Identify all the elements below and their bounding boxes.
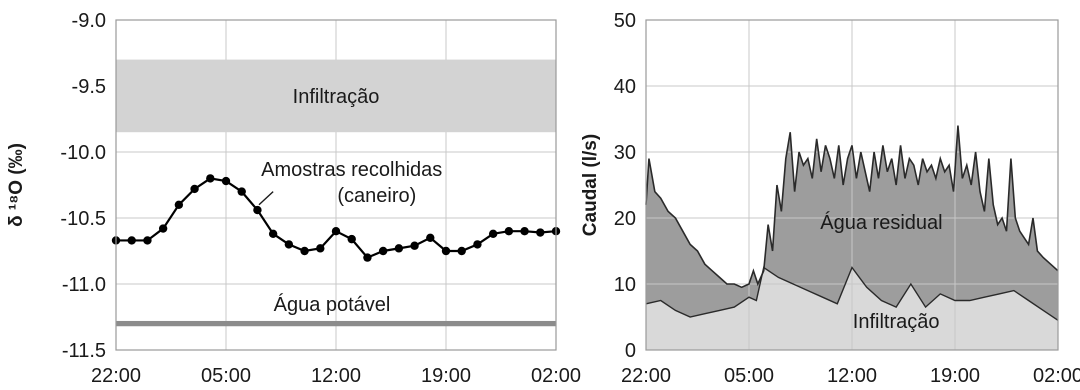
y-tick-label: 10 — [614, 274, 636, 296]
data-point — [394, 244, 404, 253]
right-chart-x-ticks: 22:00 05:00 12:00 19:00 02:00 — [621, 365, 1080, 387]
y-tick-label: -9.0 — [72, 10, 106, 32]
data-point — [331, 227, 341, 236]
data-point — [520, 227, 529, 236]
x-tick-label: 05:00 — [201, 365, 251, 387]
data-point — [536, 228, 545, 237]
annotation-caneiro: (caneiro) — [337, 185, 416, 207]
y-tick-label: -10.0 — [60, 142, 106, 164]
data-point — [237, 187, 246, 196]
data-point — [206, 174, 215, 183]
band-label-agua-potavel: Água potável — [274, 293, 391, 316]
right-chart-grid — [646, 20, 1058, 350]
left-chart-frame — [115, 19, 557, 351]
band-agua-potavel — [116, 320, 556, 327]
x-tick-label: 19:00 — [930, 365, 980, 387]
x-tick-label: 05:00 — [724, 365, 774, 387]
data-point — [174, 200, 184, 209]
data-point — [457, 246, 466, 256]
data-point — [284, 240, 294, 249]
x-tick-label: 22:00 — [91, 365, 141, 387]
annotation-amostras: Amostras recolhidas — [261, 159, 442, 181]
y-tick-label: -10.5 — [60, 208, 106, 230]
y-tick-label: 40 — [614, 76, 636, 98]
data-point — [221, 176, 231, 186]
left-chart-x-ticks: 22:00 05:00 12:00 19:00 02:00 — [91, 365, 581, 387]
right-chart-y-ticks: 0 10 20 30 40 50 — [614, 10, 636, 362]
y-tick-label: -11.0 — [62, 274, 106, 296]
data-point — [190, 184, 199, 194]
x-tick-label: 22:00 — [621, 365, 671, 387]
left-chart-series — [111, 174, 561, 262]
left-chart-y-label: δ ¹⁸O (‰) — [6, 143, 27, 227]
x-tick-label: 02:00 — [531, 365, 581, 387]
data-point — [410, 241, 419, 250]
data-point — [473, 240, 482, 249]
x-tick-label: 12:00 — [311, 365, 361, 387]
y-tick-label: 30 — [614, 142, 636, 164]
data-point — [363, 253, 372, 262]
data-point — [378, 246, 388, 256]
data-point — [127, 236, 136, 245]
series-label-agua-residual: Água residual — [820, 211, 942, 234]
data-point — [316, 244, 325, 253]
y-tick-label: -11.5 — [62, 340, 106, 362]
annotation-leader-line — [258, 191, 274, 206]
left-chart-y-ticks: -9.0 -9.5 -10.0 -10.5 -11.0 -11.5 — [60, 10, 106, 362]
data-point — [253, 205, 262, 215]
x-tick-label: 02:00 — [1033, 365, 1080, 387]
x-tick-label: 12:00 — [827, 365, 877, 387]
line-infiltracao — [645, 266, 1059, 321]
x-tick-label: 19:00 — [421, 365, 471, 387]
right-chart-frame — [645, 19, 1059, 351]
data-point — [504, 227, 514, 236]
y-tick-label: 0 — [625, 340, 636, 362]
band-infiltracao — [116, 59, 556, 133]
data-point — [488, 229, 498, 239]
data-point — [347, 234, 356, 244]
line-agua-residual — [645, 125, 1059, 289]
y-tick-label: -9.5 — [72, 76, 106, 98]
right-chart: Água residual Infiltração 0 10 20 30 40 50 22… — [580, 10, 1080, 387]
left-chart: Infiltração Água potável Amostras recolh… — [6, 10, 581, 387]
y-tick-label: 20 — [614, 208, 636, 230]
series-label-infiltracao: Infiltração — [853, 311, 940, 333]
band-label-infiltracao: Infiltração — [293, 86, 380, 108]
data-point — [426, 233, 435, 242]
data-point — [268, 229, 278, 239]
data-point — [143, 236, 152, 245]
y-tick-label: 50 — [614, 10, 636, 32]
right-chart-y-label: Caudal (l/s) — [580, 134, 601, 236]
data-point — [158, 224, 168, 233]
left-chart-bands — [116, 59, 556, 327]
data-point — [300, 246, 309, 256]
right-chart-lines — [645, 125, 1059, 321]
data-point — [441, 246, 451, 256]
